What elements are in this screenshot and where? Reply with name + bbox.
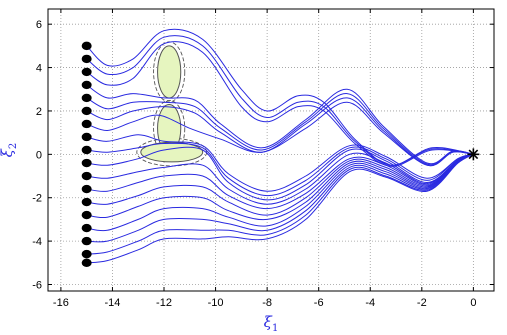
- y-axis-label-main: ξ: [0, 148, 16, 157]
- start-point-marker: [81, 258, 92, 267]
- trajectory-series: [86, 28, 474, 264]
- start-point-marker: [81, 67, 92, 77]
- start-point-marker: [81, 184, 92, 194]
- axis-ticks: -16 -14 -12 -10 -8 -6 -4 -2 0 -6 -4 -2 0 2 4 6: [32, 9, 494, 309]
- y-tick-label: 0: [36, 149, 42, 161]
- x-tick-label: -8: [262, 297, 272, 309]
- y-tick-label: 4: [36, 63, 42, 75]
- start-point-marker: [81, 236, 92, 246]
- x-tick-label: -6: [314, 297, 324, 309]
- trajectory-line-8: [86, 134, 474, 192]
- start-points: [81, 41, 92, 267]
- start-point-marker: [81, 171, 92, 181]
- start-point-marker: [81, 223, 92, 233]
- start-point-marker: [81, 132, 92, 142]
- y-tick-label: -4: [32, 236, 42, 248]
- start-point-marker: [81, 106, 92, 116]
- start-point-marker: [81, 145, 92, 155]
- x-axis-label: ξ1: [264, 313, 279, 334]
- trajectory-line-9: [86, 142, 474, 197]
- start-point-marker: [81, 197, 92, 207]
- trajectory-line-5: [86, 93, 474, 166]
- start-point-marker: [81, 119, 92, 129]
- y-tick-label: -2: [32, 193, 42, 205]
- trajectory-line-3: [86, 41, 474, 167]
- start-point-marker: [81, 41, 92, 51]
- x-axis-label-sub: 1: [272, 323, 278, 334]
- y-tick-label: 2: [36, 106, 42, 118]
- y-axis-label-sub: 2: [8, 143, 19, 149]
- trajectory-line-16: [86, 153, 474, 243]
- trajectory-line-7: [86, 101, 474, 167]
- trajectory-line-12: [86, 153, 474, 210]
- start-point-marker: [81, 249, 92, 259]
- plot-frame: [47, 8, 495, 292]
- trajectory-line-18: [86, 153, 474, 264]
- trajectory-line-4: [86, 84, 474, 165]
- trajectory-line-13: [86, 153, 474, 216]
- start-point-marker: [81, 80, 92, 90]
- start-point-marker: [81, 93, 92, 103]
- x-tick-label: -10: [208, 297, 224, 309]
- start-point-marker: [81, 54, 92, 64]
- trajectory-line-14: [86, 153, 474, 221]
- trajectory-line-11: [86, 152, 474, 205]
- start-point-marker: [81, 210, 92, 220]
- trajectory-line-17: [86, 153, 474, 255]
- start-point-marker: [81, 158, 92, 168]
- x-tick-label: -4: [365, 297, 375, 309]
- y-tick-label: 6: [36, 19, 42, 31]
- x-tick-label: -14: [104, 297, 120, 309]
- x-axis-label-main: ξ: [264, 313, 273, 331]
- target-marker: [467, 148, 480, 161]
- x-tick-label: -12: [156, 297, 172, 309]
- obstacle-ellipse: [157, 45, 182, 99]
- obstacle-margin: [153, 99, 186, 157]
- x-tick-label: -2: [417, 297, 427, 309]
- trajectory-line-10: [86, 146, 474, 201]
- y-tick-label: -6: [32, 279, 42, 291]
- obstacles: [136, 41, 208, 167]
- x-tick-label: -16: [53, 297, 69, 309]
- target-marker-stroke: [468, 149, 479, 160]
- target-marker-group: [467, 148, 480, 161]
- x-tick-label: 0: [470, 297, 476, 309]
- y-axis-label: ξ2: [0, 143, 19, 158]
- trajectory-line-15: [86, 153, 474, 232]
